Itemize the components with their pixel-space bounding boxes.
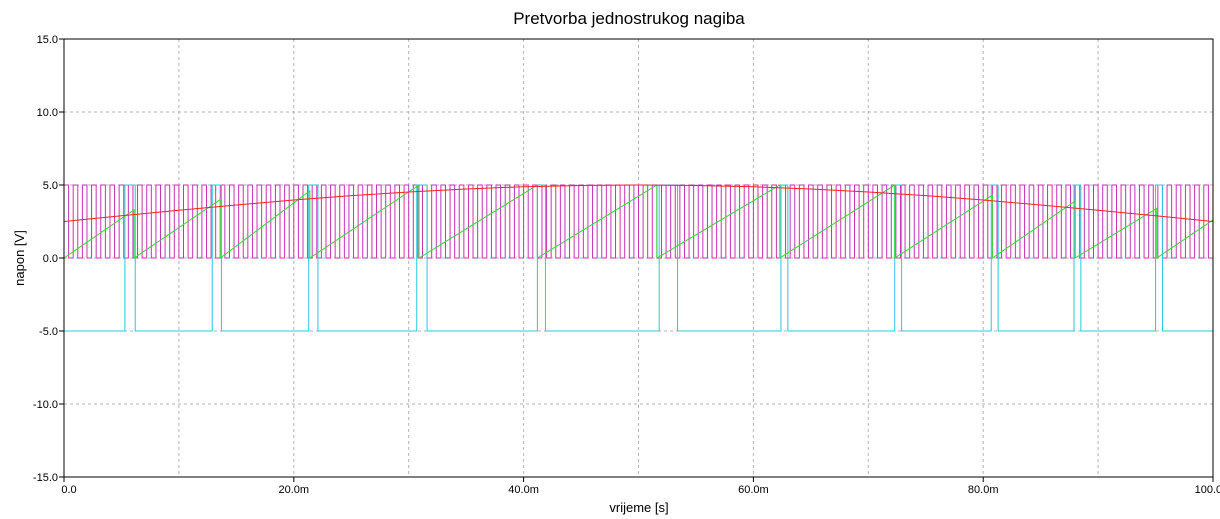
y-axis-label: napon [V]: [12, 230, 27, 286]
y-tick-label: 10.0: [37, 107, 58, 119]
y-axis-ticks: 15.0 10.0 5.0 0.0 -5.0 -10.0 -15.0: [33, 34, 64, 484]
x-tick-label: 20.0m: [279, 484, 310, 496]
x-tick-label: 40.0m: [508, 484, 539, 496]
x-axis-ticks: 0.0 20.0m 40.0m 60.0m 80.0m 100.0m: [61, 477, 1220, 496]
y-tick-label: -5.0: [39, 326, 58, 338]
y-tick-label: 15.0: [37, 34, 58, 46]
y-tick-label: 0.0: [43, 253, 58, 265]
x-tick-label: 100.0m: [1195, 484, 1220, 496]
y-tick-label: -10.0: [33, 399, 58, 411]
x-axis-label: vrijeme [s]: [609, 500, 668, 515]
x-tick-label: 60.0m: [738, 484, 769, 496]
series-signal-line: [63, 184, 1214, 222]
x-tick-label: 80.0m: [968, 484, 999, 496]
chart-title: Pretvorba jednostrukog nagiba: [513, 9, 745, 28]
x-tick-label: 0.0: [61, 484, 76, 496]
series-ramp-line: [63, 184, 1214, 259]
y-tick-label: -15.0: [33, 472, 58, 484]
y-tick-label: 5.0: [43, 180, 58, 192]
series-layer: [63, 184, 1214, 332]
